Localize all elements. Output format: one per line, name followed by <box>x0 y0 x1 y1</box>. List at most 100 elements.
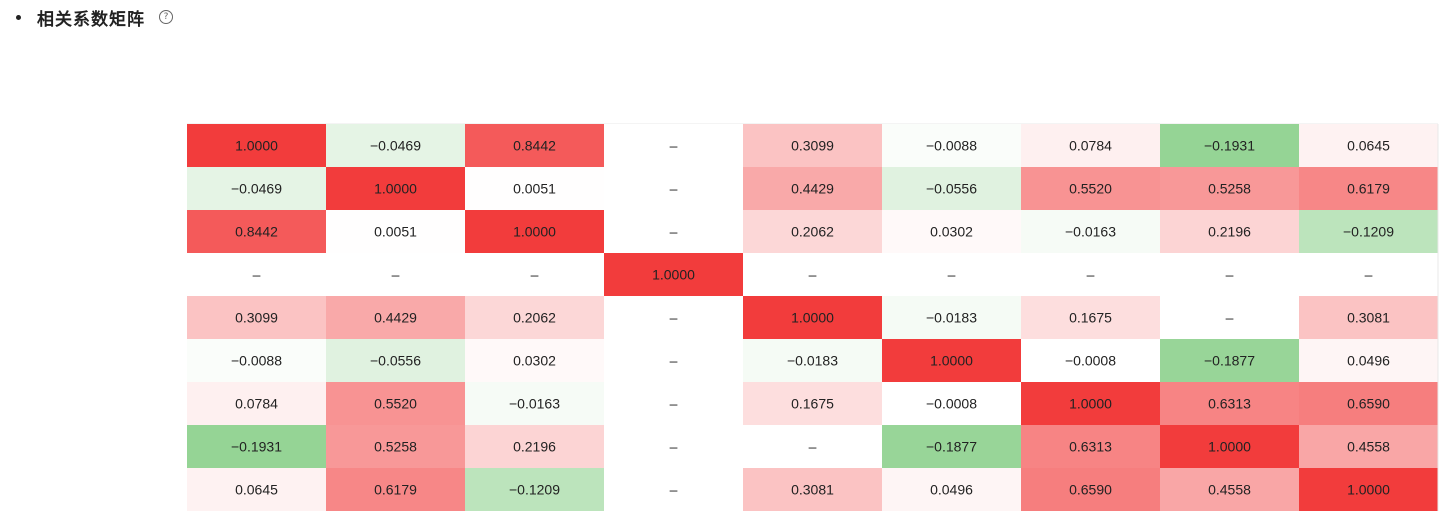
cell-value-label: 0.0302 <box>513 353 556 369</box>
cell-value-label: −0.0556 <box>370 353 421 369</box>
cell-value-label: 0.0051 <box>513 181 556 197</box>
heatmap-cell[interactable] <box>326 124 465 167</box>
heatmap-cell[interactable] <box>326 296 465 339</box>
heatmap-cell[interactable] <box>743 339 882 382</box>
heatmap-cell[interactable] <box>604 468 743 511</box>
heatmap-cell[interactable] <box>1021 468 1160 511</box>
heatmap-cell[interactable] <box>1160 468 1299 511</box>
heatmap-cell[interactable] <box>882 468 1021 511</box>
heatmap-cell[interactable] <box>1160 253 1299 296</box>
heatmap-cell[interactable] <box>743 167 882 210</box>
heatmap-cell[interactable] <box>326 210 465 253</box>
heatmap-cell[interactable] <box>1160 124 1299 167</box>
heatmap-cell[interactable] <box>1299 339 1438 382</box>
heatmap-cell[interactable] <box>465 167 604 210</box>
heatmap-cell[interactable] <box>465 468 604 511</box>
heatmap-cell[interactable] <box>187 296 326 339</box>
cell-value-label: 0.0302 <box>930 224 973 240</box>
heatmap-cell[interactable] <box>882 296 1021 339</box>
heatmap-cell[interactable] <box>187 339 326 382</box>
heatmap-cell[interactable] <box>326 425 465 468</box>
heatmap-cell[interactable] <box>743 296 882 339</box>
cell-value-label: 1.0000 <box>1069 396 1112 412</box>
heatmap-cell[interactable] <box>882 382 1021 425</box>
heatmap-cell[interactable] <box>882 210 1021 253</box>
heatmap-cell[interactable] <box>465 210 604 253</box>
cell-value-label: 1.0000 <box>1347 482 1390 498</box>
heatmap-cell[interactable] <box>187 425 326 468</box>
heatmap-cell[interactable] <box>743 253 882 296</box>
heatmap-cell[interactable] <box>465 425 604 468</box>
heatmap-cell[interactable] <box>1021 210 1160 253</box>
cell-value-label: 0.4558 <box>1347 439 1390 455</box>
heatmap-cell[interactable] <box>604 210 743 253</box>
heatmap-cell[interactable] <box>465 296 604 339</box>
cell-value-label: −0.1931 <box>231 439 282 455</box>
heatmap-cell[interactable] <box>1021 382 1160 425</box>
cell-value-label: – <box>670 224 678 240</box>
heatmap-cell[interactable] <box>187 210 326 253</box>
heatmap-cell[interactable] <box>604 425 743 468</box>
heatmap-cell[interactable] <box>326 468 465 511</box>
cell-value-label: 0.1675 <box>1069 310 1112 326</box>
cell-value-label: 0.2062 <box>513 310 556 326</box>
heatmap-cell[interactable] <box>882 124 1021 167</box>
heatmap-cell[interactable] <box>1299 468 1438 511</box>
heatmap-cell[interactable] <box>1160 382 1299 425</box>
heatmap-cell[interactable] <box>465 253 604 296</box>
heatmap-cell[interactable] <box>604 253 743 296</box>
cell-value-label: 0.5258 <box>374 439 417 455</box>
heatmap-cell[interactable] <box>326 167 465 210</box>
heatmap-cell[interactable] <box>1160 167 1299 210</box>
heatmap-cell[interactable] <box>1299 296 1438 339</box>
heatmap-cell[interactable] <box>1299 382 1438 425</box>
heatmap-cell[interactable] <box>326 253 465 296</box>
heatmap-cell[interactable] <box>604 339 743 382</box>
heatmap-cell[interactable] <box>882 253 1021 296</box>
heatmap-cell[interactable] <box>326 382 465 425</box>
cell-value-label: −0.0088 <box>231 353 282 369</box>
cell-value-label: 0.3081 <box>791 482 834 498</box>
heatmap-cell[interactable] <box>1021 124 1160 167</box>
heatmap-cell[interactable] <box>882 339 1021 382</box>
heatmap-cell[interactable] <box>187 167 326 210</box>
heatmap-cell[interactable] <box>882 425 1021 468</box>
heatmap-cell[interactable] <box>1160 296 1299 339</box>
heatmap-cell[interactable] <box>604 382 743 425</box>
heatmap-cell[interactable] <box>1021 253 1160 296</box>
heatmap-cell[interactable] <box>604 124 743 167</box>
heatmap-cell[interactable] <box>743 468 882 511</box>
heatmap-cell[interactable] <box>743 382 882 425</box>
heatmap-cell[interactable] <box>1021 425 1160 468</box>
heatmap-cell[interactable] <box>743 210 882 253</box>
heatmap-cell[interactable] <box>1160 425 1299 468</box>
heatmap-cell[interactable] <box>1299 124 1438 167</box>
heatmap-cell[interactable] <box>465 382 604 425</box>
heatmap-cell[interactable] <box>1160 210 1299 253</box>
cell-value-label: 1.0000 <box>235 138 278 154</box>
heatmap-cell[interactable] <box>187 468 326 511</box>
heatmap-cell[interactable] <box>882 167 1021 210</box>
heatmap-cell[interactable] <box>743 124 882 167</box>
heatmap-cell[interactable] <box>187 124 326 167</box>
heatmap-cell[interactable] <box>465 124 604 167</box>
cell-value-label: −0.0088 <box>926 138 977 154</box>
heatmap-cell[interactable] <box>1299 253 1438 296</box>
heatmap-cell[interactable] <box>1160 339 1299 382</box>
heatmap-cell[interactable] <box>604 167 743 210</box>
heatmap-cell[interactable] <box>187 253 326 296</box>
heatmap-cell[interactable] <box>326 339 465 382</box>
heatmap-cell[interactable] <box>465 339 604 382</box>
heatmap-cell[interactable] <box>1021 167 1160 210</box>
heatmap-cell[interactable] <box>1299 425 1438 468</box>
heatmap-cell[interactable] <box>1299 210 1438 253</box>
cell-value-label: −0.1877 <box>1204 353 1255 369</box>
heatmap-cell[interactable] <box>743 425 882 468</box>
heatmap-cell[interactable] <box>1299 167 1438 210</box>
heatmap-cell[interactable] <box>1021 339 1160 382</box>
heatmap-cell[interactable] <box>187 382 326 425</box>
cell-value-label: 0.0496 <box>1347 353 1390 369</box>
help-icon[interactable]: ? <box>159 10 173 24</box>
heatmap-cell[interactable] <box>1021 296 1160 339</box>
heatmap-cell[interactable] <box>604 296 743 339</box>
